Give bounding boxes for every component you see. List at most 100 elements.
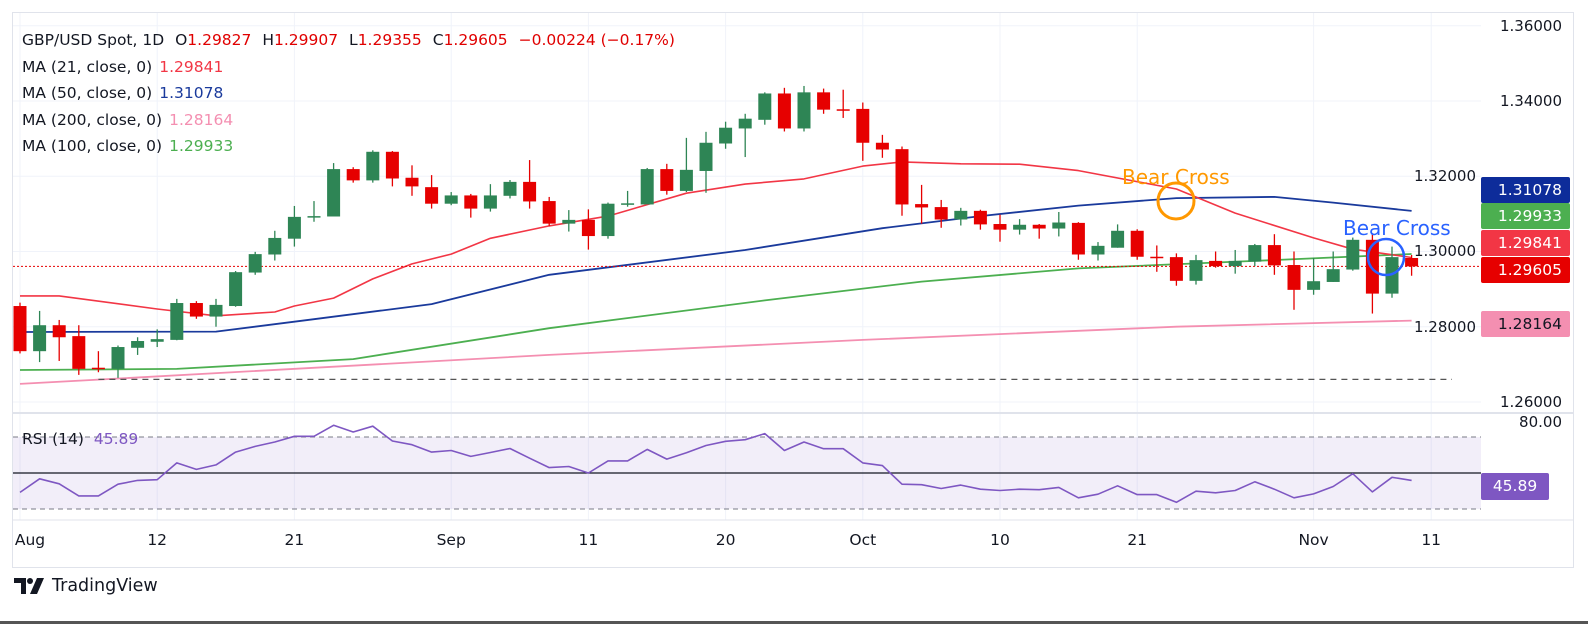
moving-average-line-210[interactable]	[20, 161, 1412, 317]
moving-average-line-500[interactable]	[19, 195, 1412, 333]
indicator-ma200[interactable]: MA (200, close, 0) 1.28164	[22, 107, 675, 134]
indicator-ma100[interactable]: MA (100, close, 0) 1.29933	[22, 133, 675, 160]
candle[interactable]	[934, 199, 948, 228]
moving-average-line-200[interactable]	[19, 319, 1412, 385]
candle[interactable]	[503, 180, 517, 199]
candle[interactable]	[875, 134, 889, 158]
candle[interactable]	[601, 202, 615, 239]
symbol-title[interactable]: GBP/USD Spot, 1D	[22, 31, 165, 49]
candle-body	[640, 169, 654, 205]
candle[interactable]	[1287, 251, 1301, 310]
candle[interactable]	[1228, 249, 1242, 274]
candle[interactable]	[1405, 254, 1419, 276]
candle[interactable]	[777, 87, 791, 132]
candle[interactable]	[1091, 242, 1105, 261]
candle[interactable]	[307, 201, 321, 222]
price-pane[interactable]	[13, 85, 1481, 385]
candle[interactable]	[758, 92, 772, 125]
candle[interactable]	[72, 325, 86, 375]
candle[interactable]	[268, 230, 282, 261]
candle[interactable]	[679, 137, 693, 193]
indicator-ma21[interactable]: MA (21, close, 0) 1.29841	[22, 54, 675, 81]
candle[interactable]	[581, 209, 595, 250]
candle[interactable]	[1013, 219, 1027, 235]
bear-cross-circle-orange[interactable]	[1156, 181, 1196, 221]
candle[interactable]	[170, 298, 184, 341]
candle[interactable]	[1307, 257, 1321, 295]
candle[interactable]	[13, 302, 27, 354]
candle[interactable]	[229, 271, 243, 307]
candle[interactable]	[621, 190, 635, 207]
candle[interactable]	[327, 163, 341, 217]
candle[interactable]	[1052, 211, 1066, 237]
candle[interactable]	[209, 298, 223, 327]
candle[interactable]	[131, 337, 145, 355]
rsi-legend[interactable]: RSI (14) 45.89	[22, 430, 138, 448]
candle[interactable]	[915, 184, 929, 224]
candle[interactable]	[817, 88, 831, 114]
chart-legend: GBP/USD Spot, 1D O1.29827 H1.29907 L1.29…	[22, 27, 675, 160]
candle[interactable]	[973, 209, 987, 230]
bear-cross-circle-blue[interactable]	[1366, 237, 1406, 277]
candle-body	[72, 336, 86, 369]
candle[interactable]	[425, 175, 439, 209]
candle[interactable]	[993, 214, 1007, 242]
candle[interactable]	[1346, 237, 1360, 271]
candle[interactable]	[895, 146, 909, 216]
candle[interactable]	[1267, 234, 1281, 275]
candle[interactable]	[464, 193, 478, 218]
candle[interactable]	[699, 131, 713, 193]
candle[interactable]	[797, 85, 811, 132]
candle[interactable]	[346, 167, 360, 183]
candle[interactable]	[738, 113, 752, 158]
candle[interactable]	[366, 150, 380, 183]
candle[interactable]	[719, 121, 733, 149]
candle[interactable]	[660, 163, 674, 195]
candle[interactable]	[1111, 224, 1125, 248]
candle[interactable]	[1326, 251, 1340, 282]
candle[interactable]	[1130, 229, 1144, 260]
candle[interactable]	[287, 205, 301, 247]
candle[interactable]	[91, 351, 105, 373]
candle[interactable]	[1248, 243, 1262, 267]
candle[interactable]	[856, 102, 870, 161]
price-axis-tick: 1.30000	[1413, 242, 1476, 261]
bear-cross-label-blue[interactable]: Bear Cross	[1343, 216, 1451, 240]
rsi-pane[interactable]	[13, 424, 1481, 510]
candle[interactable]	[1169, 253, 1183, 286]
candle[interactable]	[1189, 254, 1203, 285]
candle-body	[1013, 224, 1027, 230]
candle[interactable]	[483, 184, 497, 212]
candle[interactable]	[52, 319, 66, 361]
rsi-line[interactable]	[19, 424, 1412, 504]
candle[interactable]	[405, 165, 419, 196]
moving-average-line-100[interactable]	[19, 253, 1412, 371]
candle[interactable]	[523, 160, 537, 209]
time-axis-tick: Nov	[1298, 531, 1329, 549]
candle[interactable]	[542, 196, 556, 226]
bear-cross-label-orange[interactable]: Bear Cross	[1122, 165, 1230, 189]
candle[interactable]	[1071, 222, 1085, 260]
candle[interactable]	[1385, 246, 1399, 298]
candle[interactable]	[444, 192, 458, 206]
candle[interactable]	[1209, 251, 1223, 268]
candle[interactable]	[562, 210, 576, 232]
candle[interactable]	[1150, 245, 1164, 272]
candle[interactable]	[248, 251, 262, 275]
candle[interactable]	[189, 301, 203, 319]
time-axis-tick: 20	[715, 531, 736, 549]
candle-body	[327, 169, 341, 217]
candle[interactable]	[836, 89, 850, 118]
candle-body	[425, 187, 439, 204]
candle[interactable]	[150, 329, 164, 348]
candle[interactable]	[385, 151, 399, 187]
candle[interactable]	[640, 167, 654, 205]
candle[interactable]	[954, 207, 968, 226]
time-axis-tick: 12	[147, 531, 168, 549]
tradingview-logo[interactable]: TradingView	[14, 576, 158, 596]
candle[interactable]	[1032, 224, 1046, 239]
candle[interactable]	[33, 310, 47, 363]
indicator-ma50[interactable]: MA (50, close, 0) 1.31078	[22, 80, 675, 107]
candle[interactable]	[111, 345, 125, 378]
